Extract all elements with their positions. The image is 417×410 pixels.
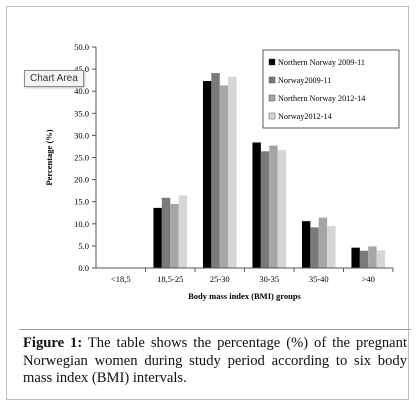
bar [318,217,328,268]
bar [327,226,336,268]
legend-frame [262,49,400,129]
y-tick-label: 25.0 [74,153,89,163]
bar [301,221,311,268]
y-tick-label: 5.0 [78,241,89,251]
figure-caption: Figure 1: The table shows the percentage… [23,335,407,388]
y-tick-label: 30.0 [74,130,89,140]
bar [161,197,171,268]
legend-swatch [268,58,276,66]
bar [211,73,220,268]
x-tick-label: 25-30 [210,274,230,284]
x-tick-label: 18,5-25 [157,274,183,284]
y-tick-label: 50.0 [74,42,89,52]
bars [153,73,386,268]
bar [368,246,377,268]
bar [269,145,278,268]
x-tick-label: 35-40 [309,274,329,284]
bar [170,203,179,268]
bar [252,142,261,268]
y-axis-ticks: 0.0 5.0 10.0 15.0 20.0 25.0 30.0 35.0 40.0 45.0 50… [74,42,96,273]
y-tick-label: 35.0 [74,108,89,118]
legend-swatch [268,76,276,84]
bar [376,250,386,268]
x-tick-label: >40 [362,274,375,284]
bar [277,149,287,268]
bar [178,195,188,268]
bar [351,247,360,268]
bar [359,250,369,268]
bar [219,85,229,268]
bar [153,207,162,268]
x-axis-title: Body mass index (BMI) groups [188,291,301,301]
bar [202,81,212,268]
caption-label: Figure 1: [23,335,83,351]
y-tick-label: 10.0 [74,219,89,229]
y-axis-title: Percentage (%) [44,129,54,185]
y-tick-label: 0.0 [78,263,89,273]
x-tick-label: <18,5 [111,274,131,284]
bar [228,76,237,268]
legend: Northern Norway 2009-11 Norway2009-11 Nort… [262,49,400,129]
y-tick-label: 20.0 [74,175,89,185]
caption-divider [19,329,411,330]
bar-chart: 0.0 5.0 10.0 15.0 20.0 25.0 30.0 35.0 40.0 45.0 50… [44,42,400,301]
y-tick-label: 45.0 [74,64,89,74]
bar [260,151,270,268]
legend-label: Norway2012-14 [278,112,332,121]
figure-frame: 0.0 5.0 10.0 15.0 20.0 25.0 30.0 35.0 40.0 45.0 50… [6,6,411,400]
y-tick-label: 15.0 [74,197,89,207]
legend-swatch [268,112,276,120]
legend-label: Northern Norway 2009-11 [278,58,365,67]
x-tick-label: 30-35 [259,274,279,284]
y-tick-label: 40.0 [74,86,89,96]
legend-label: Norway2009-11 [278,76,331,85]
caption-text: The table shows the percentage (%) of th… [23,335,407,386]
chart-area-tooltip: Chart Area [24,70,84,87]
x-axis-labels: <18,5 18,5-25 25-30 30-35 35-40 >40 [111,268,394,284]
legend-swatch [268,94,276,102]
legend-label: Northern Norway 2012-14 [278,94,365,103]
bar [310,227,319,268]
